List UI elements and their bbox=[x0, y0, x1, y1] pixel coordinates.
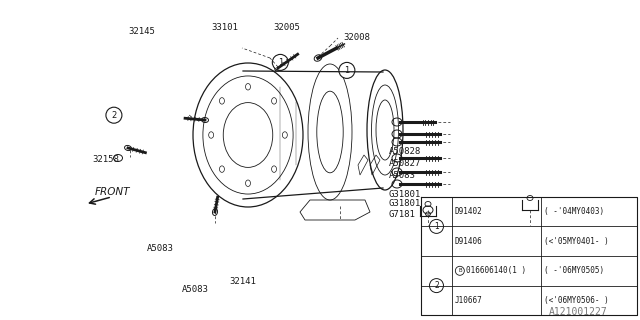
Text: A121001227: A121001227 bbox=[549, 307, 608, 317]
Text: D91406: D91406 bbox=[455, 237, 483, 246]
Text: 33101: 33101 bbox=[212, 23, 239, 32]
Text: 32158: 32158 bbox=[92, 156, 119, 164]
Text: J10667: J10667 bbox=[455, 296, 483, 305]
Text: 016606140(1 ): 016606140(1 ) bbox=[466, 266, 526, 275]
Text: ( -'06MY0505): ( -'06MY0505) bbox=[545, 266, 605, 275]
Text: 2: 2 bbox=[111, 111, 116, 120]
Text: A5083: A5083 bbox=[182, 285, 209, 294]
Circle shape bbox=[429, 279, 444, 292]
Text: 32005: 32005 bbox=[273, 23, 300, 32]
Text: (<'05MY0401- ): (<'05MY0401- ) bbox=[545, 237, 609, 246]
Circle shape bbox=[429, 220, 444, 233]
Circle shape bbox=[106, 107, 122, 123]
Text: A5083: A5083 bbox=[147, 244, 174, 253]
Text: 32141: 32141 bbox=[230, 277, 257, 286]
Text: G31801: G31801 bbox=[388, 199, 420, 208]
Text: 32145: 32145 bbox=[129, 28, 156, 36]
Text: G31801: G31801 bbox=[388, 190, 420, 199]
Text: G7181: G7181 bbox=[388, 210, 415, 219]
Text: 1: 1 bbox=[434, 222, 439, 231]
Text: 2: 2 bbox=[434, 281, 439, 290]
Text: 32008: 32008 bbox=[344, 33, 371, 42]
Text: B: B bbox=[458, 268, 461, 273]
Circle shape bbox=[273, 54, 288, 70]
Text: D91402: D91402 bbox=[455, 207, 483, 216]
Text: A50827: A50827 bbox=[388, 159, 420, 168]
Text: 1: 1 bbox=[278, 58, 283, 67]
Text: ( -'04MY0403): ( -'04MY0403) bbox=[545, 207, 605, 216]
Text: A50828: A50828 bbox=[388, 148, 420, 156]
Text: A5083: A5083 bbox=[388, 171, 415, 180]
Circle shape bbox=[339, 62, 355, 78]
Text: 1: 1 bbox=[344, 66, 349, 75]
Text: (<'06MY0506- ): (<'06MY0506- ) bbox=[545, 296, 609, 305]
Text: FRONT: FRONT bbox=[95, 187, 130, 197]
